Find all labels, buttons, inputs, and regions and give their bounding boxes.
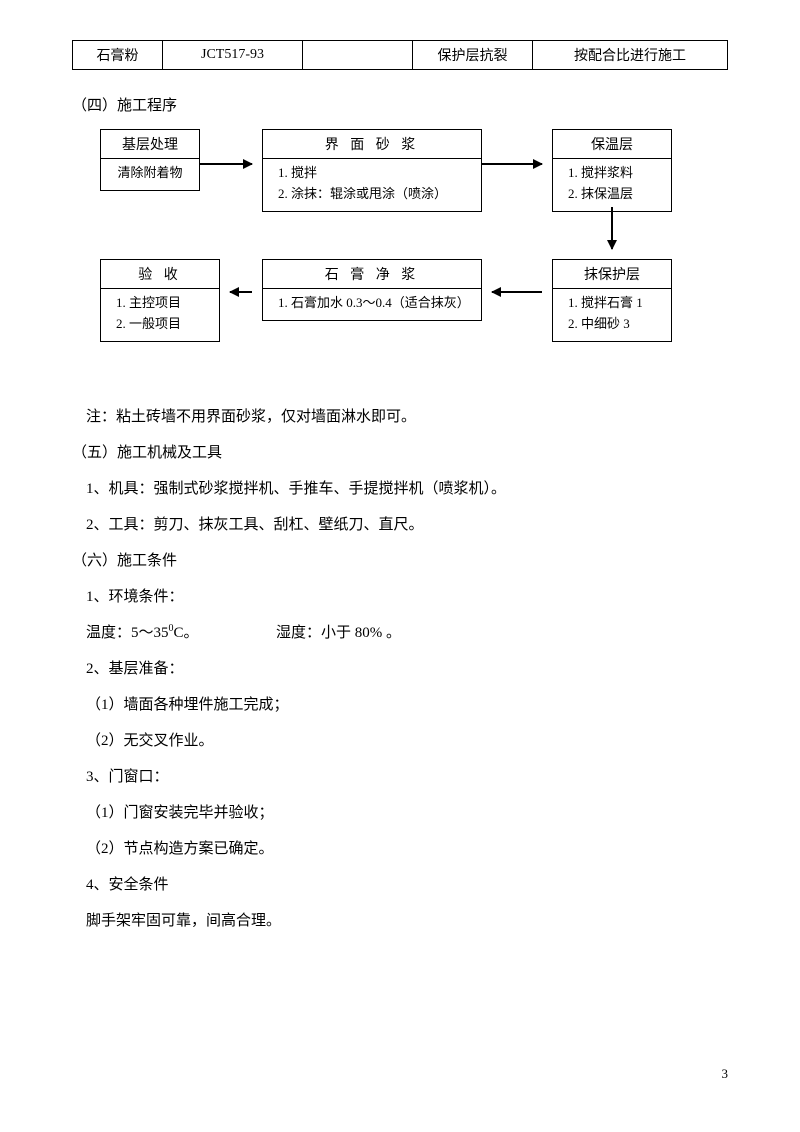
node-title: 验 收: [101, 260, 219, 288]
cell-purpose: 保护层抗裂: [413, 41, 533, 70]
node-title: 界 面 砂 浆: [263, 130, 481, 158]
list-item: 中细砂 3: [581, 314, 665, 335]
text-line: （1）墙面各种埋件施工完成；: [72, 687, 728, 723]
cell-blank: [303, 41, 413, 70]
list-item: 搅拌: [291, 163, 475, 184]
node-body: 搅拌石膏 1 中细砂 3: [553, 288, 671, 341]
text-line: 2、基层准备：: [72, 651, 728, 687]
arrow-icon: [611, 207, 613, 249]
list-item: 石膏加水 0.3～0.4（适合抹灰）: [291, 293, 475, 314]
humidity: 湿度：小于 80% 。: [276, 625, 401, 641]
arrow-icon: [200, 163, 252, 165]
text-line: 脚手架牢固可靠，间高合理。: [72, 903, 728, 939]
node-protection-layer: 抹保护层 搅拌石膏 1 中细砂 3: [552, 259, 672, 342]
text-line: 4、安全条件: [72, 867, 728, 903]
node-body: 搅拌 涂抹：辊涂或甩涂（喷涂）: [263, 158, 481, 211]
material-table: 石膏粉 JCT517-93 保护层抗裂 按配合比进行施工: [72, 40, 728, 70]
node-body: 主控项目 一般项目: [101, 288, 219, 341]
node-title: 石 膏 净 浆: [263, 260, 481, 288]
list-item: 涂抹：辊涂或甩涂（喷涂）: [291, 184, 475, 205]
text-line: 1、机具：强制式砂浆搅拌机、手推车、手提搅拌机（喷浆机）。: [72, 471, 728, 507]
body-text: 注：粘土砖墙不用界面砂浆，仅对墙面淋水即可。 （五）施工机械及工具 1、机具：强…: [72, 399, 728, 939]
page-number: 3: [722, 1066, 729, 1082]
cell-material: 石膏粉: [73, 41, 163, 70]
list-item: 搅拌石膏 1: [581, 293, 665, 314]
process-flowchart: 基层处理 清除附着物 界 面 砂 浆 搅拌 涂抹：辊涂或甩涂（喷涂） 保温层 搅…: [72, 129, 728, 389]
text-line: 2、工具：剪刀、抹灰工具、刮杠、壁纸刀、直尺。: [72, 507, 728, 543]
node-body: 石膏加水 0.3～0.4（适合抹灰）: [263, 288, 481, 320]
text-line: 1、环境条件：: [72, 579, 728, 615]
list-item: 一般项目: [129, 314, 213, 335]
arrow-icon: [482, 163, 542, 165]
section-5-title: （五）施工机械及工具: [72, 435, 728, 471]
arrow-icon: [492, 291, 542, 293]
node-gypsum-slurry: 石 膏 净 浆 石膏加水 0.3～0.4（适合抹灰）: [262, 259, 482, 321]
section-4-title: （四）施工程序: [72, 94, 728, 115]
node-title: 保温层: [553, 130, 671, 158]
temp-post: C。: [174, 625, 199, 641]
text-line: 温度：5～350C。 湿度：小于 80% 。: [72, 615, 728, 651]
node-body: 清除附着物: [101, 158, 199, 190]
section-6-title: （六）施工条件: [72, 543, 728, 579]
node-acceptance: 验 收 主控项目 一般项目: [100, 259, 220, 342]
note-text: 注：粘土砖墙不用界面砂浆，仅对墙面淋水即可。: [72, 399, 728, 435]
list-item: 主控项目: [129, 293, 213, 314]
text-line: （2）无交叉作业。: [72, 723, 728, 759]
node-title: 抹保护层: [553, 260, 671, 288]
text-line: （1）门窗安装完毕并验收；: [72, 795, 728, 831]
arrow-icon: [230, 291, 252, 293]
list-item: 搅拌浆料: [581, 163, 665, 184]
cell-standard: JCT517-93: [163, 41, 303, 70]
node-interface-mortar: 界 面 砂 浆 搅拌 涂抹：辊涂或甩涂（喷涂）: [262, 129, 482, 212]
text-line: （2）节点构造方案已确定。: [72, 831, 728, 867]
temp-pre: 温度：5～35: [86, 625, 169, 641]
node-base-layer: 基层处理 清除附着物: [100, 129, 200, 191]
table-row: 石膏粉 JCT517-93 保护层抗裂 按配合比进行施工: [73, 41, 728, 70]
node-body: 搅拌浆料 抹保温层: [553, 158, 671, 211]
text-line: 3、门窗口：: [72, 759, 728, 795]
node-insulation: 保温层 搅拌浆料 抹保温层: [552, 129, 672, 212]
cell-note: 按配合比进行施工: [533, 41, 728, 70]
node-title: 基层处理: [101, 130, 199, 158]
list-item: 抹保温层: [581, 184, 665, 205]
